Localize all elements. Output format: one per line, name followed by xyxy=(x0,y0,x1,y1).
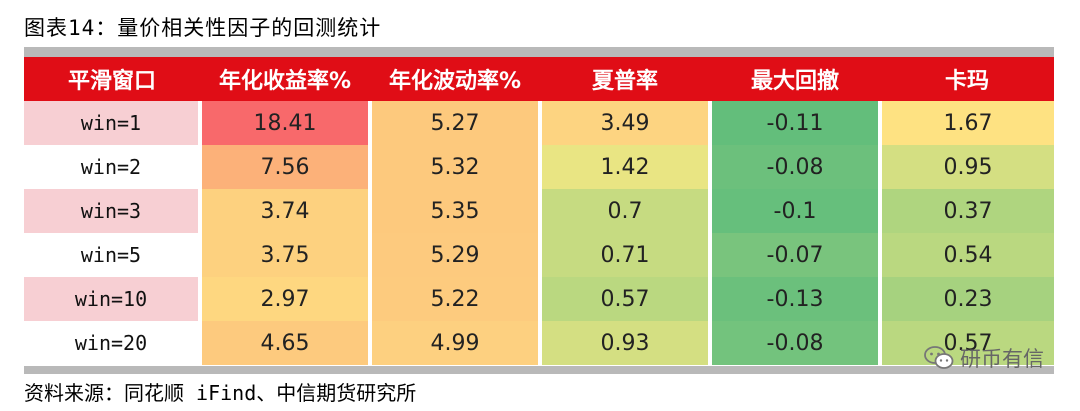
column-header: 年化波动率% xyxy=(370,57,540,101)
table-row: win=5 3.75 5.29 0.71 -0.07 0.54 xyxy=(24,233,1054,277)
column-header: 夏普率 xyxy=(540,57,710,101)
watermark: 研币有信 xyxy=(924,343,1044,373)
table-cell: -0.08 xyxy=(708,321,880,365)
table-cell: 0.37 xyxy=(878,189,1054,233)
table-cell: 5.27 xyxy=(368,101,540,145)
table-cell: 0.54 xyxy=(878,233,1054,277)
table-cell: 2.97 xyxy=(198,277,370,321)
table-cell: -0.08 xyxy=(708,145,880,189)
table-cell: 0.93 xyxy=(538,321,710,365)
table-cell: 7.56 xyxy=(198,145,370,189)
column-header: 卡玛 xyxy=(880,57,1054,101)
table-body: win=1 18.41 5.27 3.49 -0.11 1.67 win=2 7.56 5.32… xyxy=(24,101,1054,365)
wechat-icon xyxy=(924,346,954,369)
row-label: win=1 xyxy=(24,101,200,145)
page-title: 图表14：量价相关性因子的回测统计 xyxy=(24,16,382,40)
table-cell: -0.13 xyxy=(708,277,880,321)
table-row: win=10 2.97 5.22 0.57 -0.13 0.23 xyxy=(24,277,1054,321)
table-cell: 1.67 xyxy=(878,101,1054,145)
table-cell: 3.74 xyxy=(198,189,370,233)
table-cell: 4.65 xyxy=(198,321,370,365)
row-label: win=5 xyxy=(24,233,200,277)
table-cell: 0.57 xyxy=(878,321,1054,365)
table-cell: 0.7 xyxy=(538,189,710,233)
backtest-table: 平滑窗口 年化收益率% 年化波动率% 夏普率 最大回撤 卡玛 win=1 18.41 5.27… xyxy=(24,57,1054,365)
table-cell: 1.42 xyxy=(538,145,710,189)
table-cell: 5.32 xyxy=(368,145,540,189)
table-cell: 3.49 xyxy=(538,101,710,145)
table-cell: 0.57 xyxy=(538,277,710,321)
table-cell: 18.41 xyxy=(198,101,370,145)
row-label: win=10 xyxy=(24,277,200,321)
table-cell: 0.23 xyxy=(878,277,1054,321)
row-label: win=3 xyxy=(24,189,200,233)
watermark-text: 研币有信 xyxy=(960,347,1044,371)
table-cell: 3.75 xyxy=(198,233,370,277)
table-cell: -0.07 xyxy=(708,233,880,277)
table-cell: 5.22 xyxy=(368,277,540,321)
table-cell: 0.95 xyxy=(878,145,1054,189)
column-header: 年化收益率% xyxy=(200,57,370,101)
table-cell: -0.11 xyxy=(708,101,880,145)
table-cell: -0.1 xyxy=(708,189,880,233)
table-row: win=2 7.56 5.32 1.42 -0.08 0.95 xyxy=(24,145,1054,189)
top-rule xyxy=(24,47,1054,57)
header-row: 平滑窗口 年化收益率% 年化波动率% 夏普率 最大回撤 卡玛 xyxy=(24,57,1054,101)
table-row: win=1 18.41 5.27 3.49 -0.11 1.67 xyxy=(24,101,1054,145)
table-cell: 5.29 xyxy=(368,233,540,277)
table-cell: 0.71 xyxy=(538,233,710,277)
bottom-rule xyxy=(24,366,1054,374)
table-row: win=20 4.65 4.99 0.93 -0.08 0.57 xyxy=(24,321,1054,365)
table-cell: 4.99 xyxy=(368,321,540,365)
table-cell: 5.35 xyxy=(368,189,540,233)
table-row: win=3 3.74 5.35 0.7 -0.1 0.37 xyxy=(24,189,1054,233)
column-header: 平滑窗口 xyxy=(24,57,200,101)
column-header: 最大回撤 xyxy=(710,57,880,101)
row-label: win=2 xyxy=(24,145,200,189)
source-note: 资料来源：同花顺 iFind、中信期货研究所 xyxy=(24,381,417,405)
row-label: win=20 xyxy=(24,321,200,365)
